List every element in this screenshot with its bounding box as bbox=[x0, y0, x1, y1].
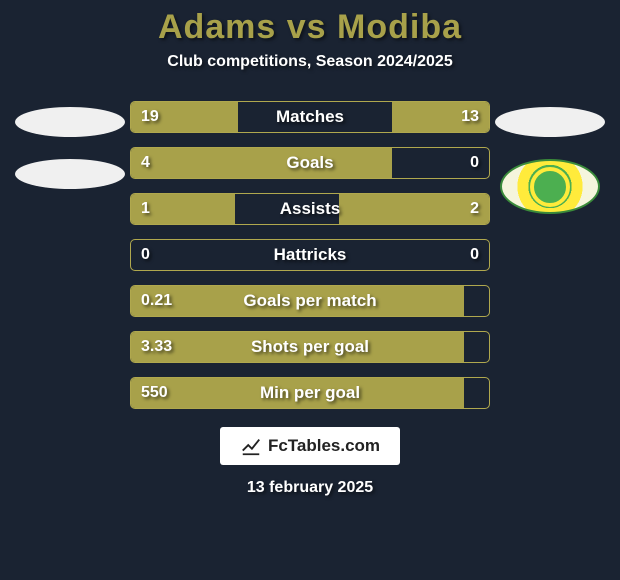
brand-badge[interactable]: FcTables.com bbox=[220, 427, 400, 465]
stat-value-left: 4 bbox=[141, 148, 150, 178]
right-country-logo bbox=[495, 107, 605, 137]
stat-value-left: 0 bbox=[141, 240, 150, 270]
stat-row: Min per goal550 bbox=[130, 377, 490, 409]
stat-label: Shots per goal bbox=[131, 332, 489, 362]
stat-label: Assists bbox=[131, 194, 489, 224]
stat-label: Hattricks bbox=[131, 240, 489, 270]
chart-icon bbox=[240, 435, 262, 457]
stat-value-left: 19 bbox=[141, 102, 159, 132]
stat-row: Hattricks0 0 bbox=[130, 239, 490, 271]
comparison-bars: Matches1913Goals40Assists12Hattricks00Go… bbox=[130, 101, 490, 409]
page-title: Adams vs Modiba bbox=[158, 8, 462, 47]
stat-value-right: 0 bbox=[470, 148, 479, 178]
stat-value-left: 550 bbox=[141, 378, 168, 408]
left-country-logo bbox=[15, 159, 125, 189]
stat-value-left: 1 bbox=[141, 194, 150, 224]
stat-value-left: 3.33 bbox=[141, 332, 172, 362]
stat-label: Goals per match bbox=[131, 286, 489, 316]
stat-row: Goals per match0.21 bbox=[130, 285, 490, 317]
right-logo-column bbox=[490, 101, 610, 214]
stat-row: Matches19 13 bbox=[130, 101, 490, 133]
stat-value-right: 0 bbox=[470, 240, 479, 270]
stat-row: Shots per goal3.33 bbox=[130, 331, 490, 363]
left-team-logo bbox=[15, 107, 125, 137]
stat-value-left: 0.21 bbox=[141, 286, 172, 316]
left-logo-column bbox=[10, 101, 130, 189]
brand-text: FcTables.com bbox=[268, 436, 380, 456]
stats-area: Matches1913Goals40Assists12Hattricks00Go… bbox=[0, 101, 620, 409]
right-team-logo bbox=[500, 159, 600, 214]
stat-row: Goals4 0 bbox=[130, 147, 490, 179]
stat-value-right: 2 bbox=[470, 194, 479, 224]
infographic-container: Adams vs Modiba Club competitions, Seaso… bbox=[0, 0, 620, 580]
stat-label: Matches bbox=[131, 102, 489, 132]
stat-value-right: 13 bbox=[461, 102, 479, 132]
stat-label: Min per goal bbox=[131, 378, 489, 408]
footer-date: 13 february 2025 bbox=[247, 479, 373, 497]
stat-row: Assists1 2 bbox=[130, 193, 490, 225]
crest-inner-icon bbox=[530, 167, 570, 207]
page-subtitle: Club competitions, Season 2024/2025 bbox=[167, 53, 452, 71]
stat-label: Goals bbox=[131, 148, 489, 178]
